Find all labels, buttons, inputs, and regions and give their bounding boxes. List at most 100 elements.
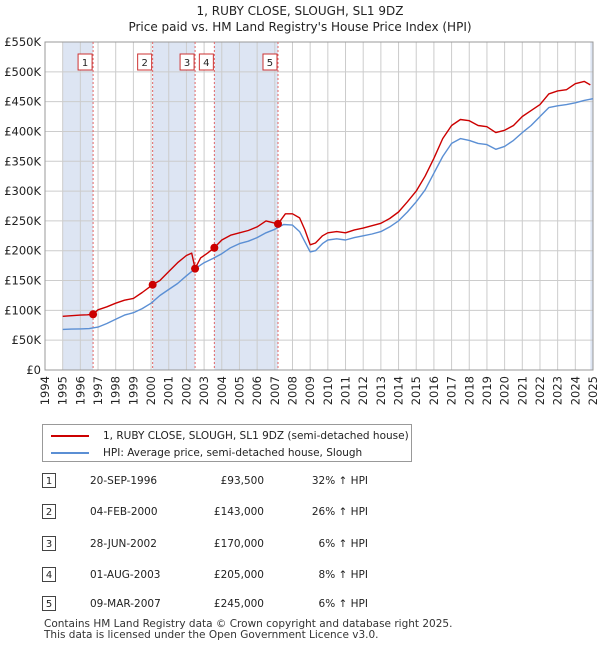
sale-point <box>148 280 157 289</box>
x-tick-label: 2018 <box>462 376 476 405</box>
chart-title-line2: Price paid vs. HM Land Registry's House … <box>128 20 471 34</box>
x-tick-label: 1998 <box>109 376 123 405</box>
sale-marker-box <box>198 53 214 71</box>
x-tick-label: 2016 <box>427 376 441 405</box>
row-price: £205,000 <box>213 569 264 581</box>
y-axis: £0 £50K £100K £150K £200K £250K £300K £350K £400… <box>4 35 41 377</box>
x-tick-label: 2004 <box>215 376 229 405</box>
x-tick-label: 2025 <box>586 376 600 405</box>
x-tick-label: 1994 <box>38 376 52 405</box>
row-date: 01-AUG-2003 <box>90 569 161 581</box>
footer: Contains HM Land Registry data © Crown c… <box>44 619 452 641</box>
x-tick-label: 2014 <box>392 376 406 405</box>
legend-swatch-property <box>51 435 89 437</box>
x-tick-label: 2006 <box>250 376 264 405</box>
x-tick-label: 2024 <box>568 376 582 405</box>
row-date: 28-JUN-2002 <box>90 538 157 550</box>
sale-point <box>273 219 282 228</box>
row-number-badge: 5 <box>42 596 56 611</box>
x-tick-label: 2000 <box>144 376 158 405</box>
row-date: 09-MAR-2007 <box>90 598 161 610</box>
y-tick-label: £150K <box>4 274 41 288</box>
x-tick-label: 2009 <box>303 376 317 405</box>
legend-label-property: 1, RUBY CLOSE, SLOUGH, SL1 9DZ (semi-det… <box>103 430 409 442</box>
x-tick-label: 1995 <box>56 376 70 405</box>
footer-copyright: Contains HM Land Registry data © Crown c… <box>44 618 453 630</box>
y-tick-label: £200K <box>4 244 41 258</box>
y-tick-label: £0 <box>26 363 41 377</box>
sale-marker-box <box>262 53 278 71</box>
row-date: 20-SEP-1996 <box>90 475 158 487</box>
shaded-band <box>62 42 94 370</box>
row-hpi: 32% ↑ HPI <box>311 475 368 487</box>
table-row: 3 28-JUN-2002 £170,000 6% ↑ HPI <box>42 536 442 554</box>
footer-licence: This data is licensed under the Open Gov… <box>44 629 379 641</box>
x-tick-label: 2013 <box>374 376 388 405</box>
row-number-badge: 1 <box>42 473 56 488</box>
shaded-bands <box>62 42 593 370</box>
row-date: 04-FEB-2000 <box>90 506 158 518</box>
table-row: 5 09-MAR-2007 £245,000 6% ↑ HPI <box>42 596 442 614</box>
sale-point <box>191 264 200 273</box>
row-hpi: 26% ↑ HPI <box>311 506 368 518</box>
property-price-line <box>62 80 591 317</box>
x-tick-label: 2012 <box>356 376 370 405</box>
shaded-band <box>590 42 593 370</box>
row-hpi: 6% ↑ HPI <box>318 598 368 610</box>
x-tick-label: 2023 <box>551 376 565 405</box>
x-tick-label: 2002 <box>179 376 193 405</box>
legend-item-hpi: HPI: Average price, semi-detached house,… <box>51 445 362 461</box>
sale-point <box>89 310 98 319</box>
x-tick-label: 2020 <box>498 376 512 405</box>
row-number-badge: 4 <box>42 567 56 582</box>
x-tick-label: 2017 <box>445 376 459 405</box>
y-tick-label: £100K <box>4 303 41 317</box>
sale-marker-box <box>77 53 93 71</box>
legend-item-property: 1, RUBY CLOSE, SLOUGH, SL1 9DZ (semi-det… <box>51 428 409 444</box>
x-tick-label: 2007 <box>268 376 282 405</box>
x-tick-label: 1996 <box>73 376 87 405</box>
row-number-badge: 3 <box>42 536 56 551</box>
legend-label-hpi: HPI: Average price, semi-detached house,… <box>103 447 363 459</box>
x-tick-label: 2022 <box>533 376 547 405</box>
y-tick-label: £550K <box>4 35 41 49</box>
y-tick-label: £350K <box>4 154 41 168</box>
plot-frame <box>44 41 594 371</box>
y-tick-label: £50K <box>12 333 42 347</box>
row-price: £93,500 <box>220 475 264 487</box>
sale-marker-box <box>179 53 195 71</box>
y-tick-label: £500K <box>4 65 41 79</box>
x-tick-label: 2003 <box>197 376 211 405</box>
x-tick-label: 2008 <box>285 376 299 405</box>
chart-title-line1: 1, RUBY CLOSE, SLOUGH, SL1 9DZ <box>197 4 404 18</box>
y-tick-label: £450K <box>4 95 41 109</box>
x-tick-label: 2015 <box>409 376 423 405</box>
sale-marker-label: 3 <box>184 58 190 69</box>
sale-point <box>210 243 219 252</box>
shaded-band <box>214 42 278 370</box>
x-tick-label: 2005 <box>232 376 246 405</box>
x-axis: 1994 1995 1996 1997 1998 1999 2000 2001 2002 2003… <box>38 376 600 405</box>
sale-marker-label: 4 <box>203 58 209 69</box>
y-tick-label: £250K <box>4 214 41 228</box>
hpi-line <box>62 98 594 331</box>
sale-markers: 1 2 3 4 5 <box>77 53 278 71</box>
x-tick-label: 2011 <box>339 376 353 405</box>
chart: 1, RUBY CLOSE, SLOUGH, SL1 9DZ Price pai… <box>4 4 600 405</box>
x-tick-label: 1997 <box>91 376 105 405</box>
sale-points <box>89 219 282 319</box>
table-row: 4 01-AUG-2003 £205,000 8% ↑ HPI <box>42 567 442 585</box>
sale-marker-label: 5 <box>267 58 273 69</box>
x-tick-label: 1999 <box>126 376 140 405</box>
grid <box>44 41 594 371</box>
x-tick-label: 2019 <box>480 376 494 405</box>
row-price: £170,000 <box>213 538 264 550</box>
x-tick-label: 2001 <box>162 376 176 405</box>
row-number-badge: 2 <box>42 504 56 519</box>
legend: 1, RUBY CLOSE, SLOUGH, SL1 9DZ (semi-det… <box>42 424 412 462</box>
row-price: £245,000 <box>213 598 264 610</box>
legend-swatch-hpi <box>51 452 89 454</box>
table-row: 2 04-FEB-2000 £143,000 26% ↑ HPI <box>42 504 442 522</box>
x-tick-label: 2021 <box>515 376 529 405</box>
table-row: 1 20-SEP-1996 £93,500 32% ↑ HPI <box>42 473 442 491</box>
